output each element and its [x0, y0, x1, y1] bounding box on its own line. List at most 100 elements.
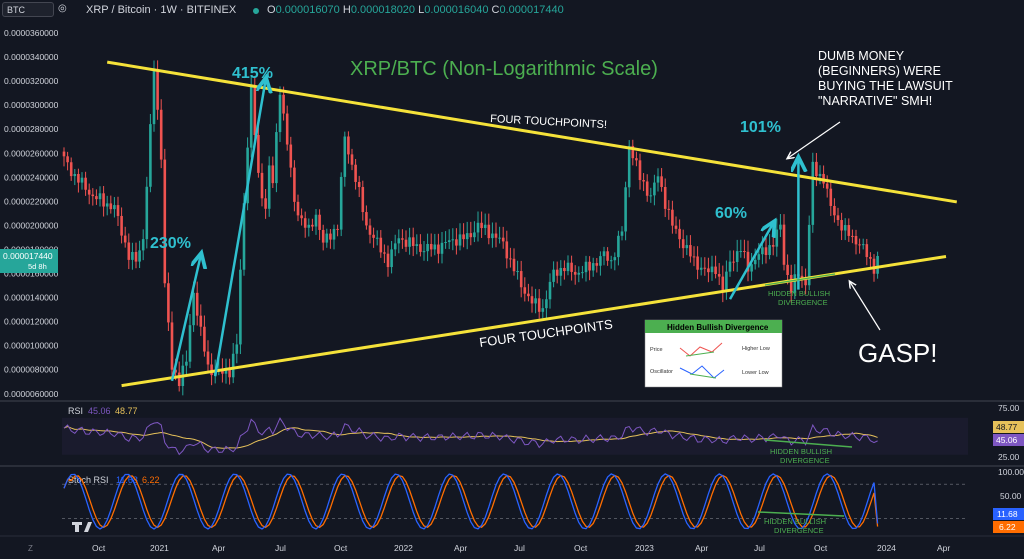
candle-body: [98, 193, 102, 200]
stoch-divergence-line: [757, 511, 845, 517]
dumb-money-arrow: [788, 121, 841, 158]
candle-body: [739, 251, 743, 253]
candle-body: [696, 256, 699, 270]
legend-price-label: Price: [650, 347, 663, 353]
x-tick-label: 2021: [150, 543, 169, 553]
symbol-search-box[interactable]: BTC: [2, 2, 54, 17]
candle-body: [235, 344, 239, 354]
hidden-divergence-line: [764, 273, 836, 286]
candle-body: [415, 244, 419, 247]
candle-body: [77, 174, 80, 183]
candle-body: [771, 245, 775, 247]
candle-body: [429, 243, 433, 250]
candle-body: [807, 224, 811, 286]
candle-body: [293, 167, 296, 202]
rsi-ma-value-label: 48.77: [115, 406, 138, 416]
candle-body: [563, 267, 566, 272]
open-value: 0.000016070: [275, 4, 340, 16]
candle-body: [649, 195, 653, 197]
candle-body: [350, 154, 354, 165]
candle-body: [336, 228, 339, 230]
candle-body: [102, 193, 105, 207]
candle-body: [825, 183, 829, 189]
candle-body: [462, 234, 465, 240]
candle-body: [689, 245, 692, 257]
candle-body: [775, 229, 779, 247]
candle-body: [501, 237, 505, 242]
x-tick-label: Jul: [754, 543, 765, 553]
x-tick-label: Jul: [275, 543, 286, 553]
last-price-tag: [0, 249, 58, 273]
candle-body: [865, 244, 869, 258]
candle-body: [253, 85, 257, 136]
rsi-tag-label: 45.06: [996, 435, 1018, 445]
candle-body: [199, 315, 203, 327]
candle-body: [149, 124, 152, 187]
candle-body: [581, 272, 584, 274]
x-tick-label: Apr: [937, 543, 950, 553]
legend-osc-trend: [689, 373, 717, 379]
candle-body: [537, 298, 541, 312]
dumb-money-label: (BEGINNERS) WERE: [818, 64, 941, 78]
candle-body: [383, 252, 386, 254]
gain-arrow: [170, 255, 201, 382]
close-value: 0.000017440: [499, 4, 564, 16]
candle-body: [141, 239, 145, 251]
y-tick-label: 0.0000280000: [4, 124, 59, 134]
candle-body: [786, 264, 789, 275]
legend-osc-line: [679, 365, 725, 379]
candle-body: [674, 225, 678, 229]
chart-title[interactable]: XRP / Bitcoin · 1W · BITFINEX: [86, 4, 237, 16]
candle-body: [177, 372, 181, 387]
gain-label: 60%: [715, 205, 747, 222]
candle-body: [318, 214, 321, 230]
candle-body: [505, 241, 509, 259]
x-tick-label: Oct: [334, 543, 348, 553]
y-tick-label: 0.0000300000: [4, 100, 59, 110]
candle-body: [275, 132, 278, 184]
candle-body: [591, 263, 595, 271]
gain-arrow: [213, 80, 265, 377]
candle-body: [224, 369, 228, 374]
gain-label: 230%: [150, 235, 191, 252]
candle-body: [509, 258, 512, 260]
candle-body: [203, 326, 206, 352]
candle-body: [728, 261, 732, 272]
y-tick-label: 0.0000340000: [4, 52, 59, 62]
rsi-y-tick: 75.00: [998, 403, 1020, 413]
candle-body: [386, 253, 390, 268]
candle-body: [242, 203, 246, 270]
candle-body: [185, 361, 188, 366]
divergence-legend-title: Hidden Bullish Divergence: [667, 323, 769, 332]
stoch-k-tag-label: 11.68: [997, 509, 1018, 519]
symbol-box-text: BTC: [7, 5, 25, 15]
candle-body: [487, 224, 491, 239]
legend-higher-low-label: Higher Low: [742, 346, 770, 352]
candle-body: [512, 258, 516, 272]
stoch-y-tick: 100.00: [998, 467, 1024, 477]
candle-body: [210, 364, 213, 376]
candle-body: [325, 233, 329, 243]
candle-body: [782, 224, 786, 265]
gain-arrow: [728, 223, 773, 300]
ohlc-readout: O0.000016070 H0.000018020 L0.000016040 C…: [267, 4, 564, 16]
candle-body: [858, 244, 861, 246]
dumb-money-label: "NARRATIVE" SMH!: [818, 94, 932, 108]
candle-body: [170, 322, 174, 370]
candle-body: [653, 182, 656, 196]
candle-body: [437, 244, 440, 254]
candle-body: [609, 260, 613, 262]
stoch-d-line: [63, 474, 879, 529]
divergence-legend-header: [645, 320, 782, 333]
candle-body: [95, 196, 98, 200]
compare-icon[interactable]: ◎: [58, 3, 67, 14]
candle-body: [815, 161, 818, 177]
candle-body: [491, 233, 494, 239]
market-status-dot: [253, 8, 259, 14]
open-label: O: [267, 4, 276, 16]
x-tick-label: Oct: [92, 543, 106, 553]
candle-body: [750, 264, 753, 272]
timezone-icon: Z: [28, 544, 33, 553]
x-tick-label: 2023: [635, 543, 654, 553]
